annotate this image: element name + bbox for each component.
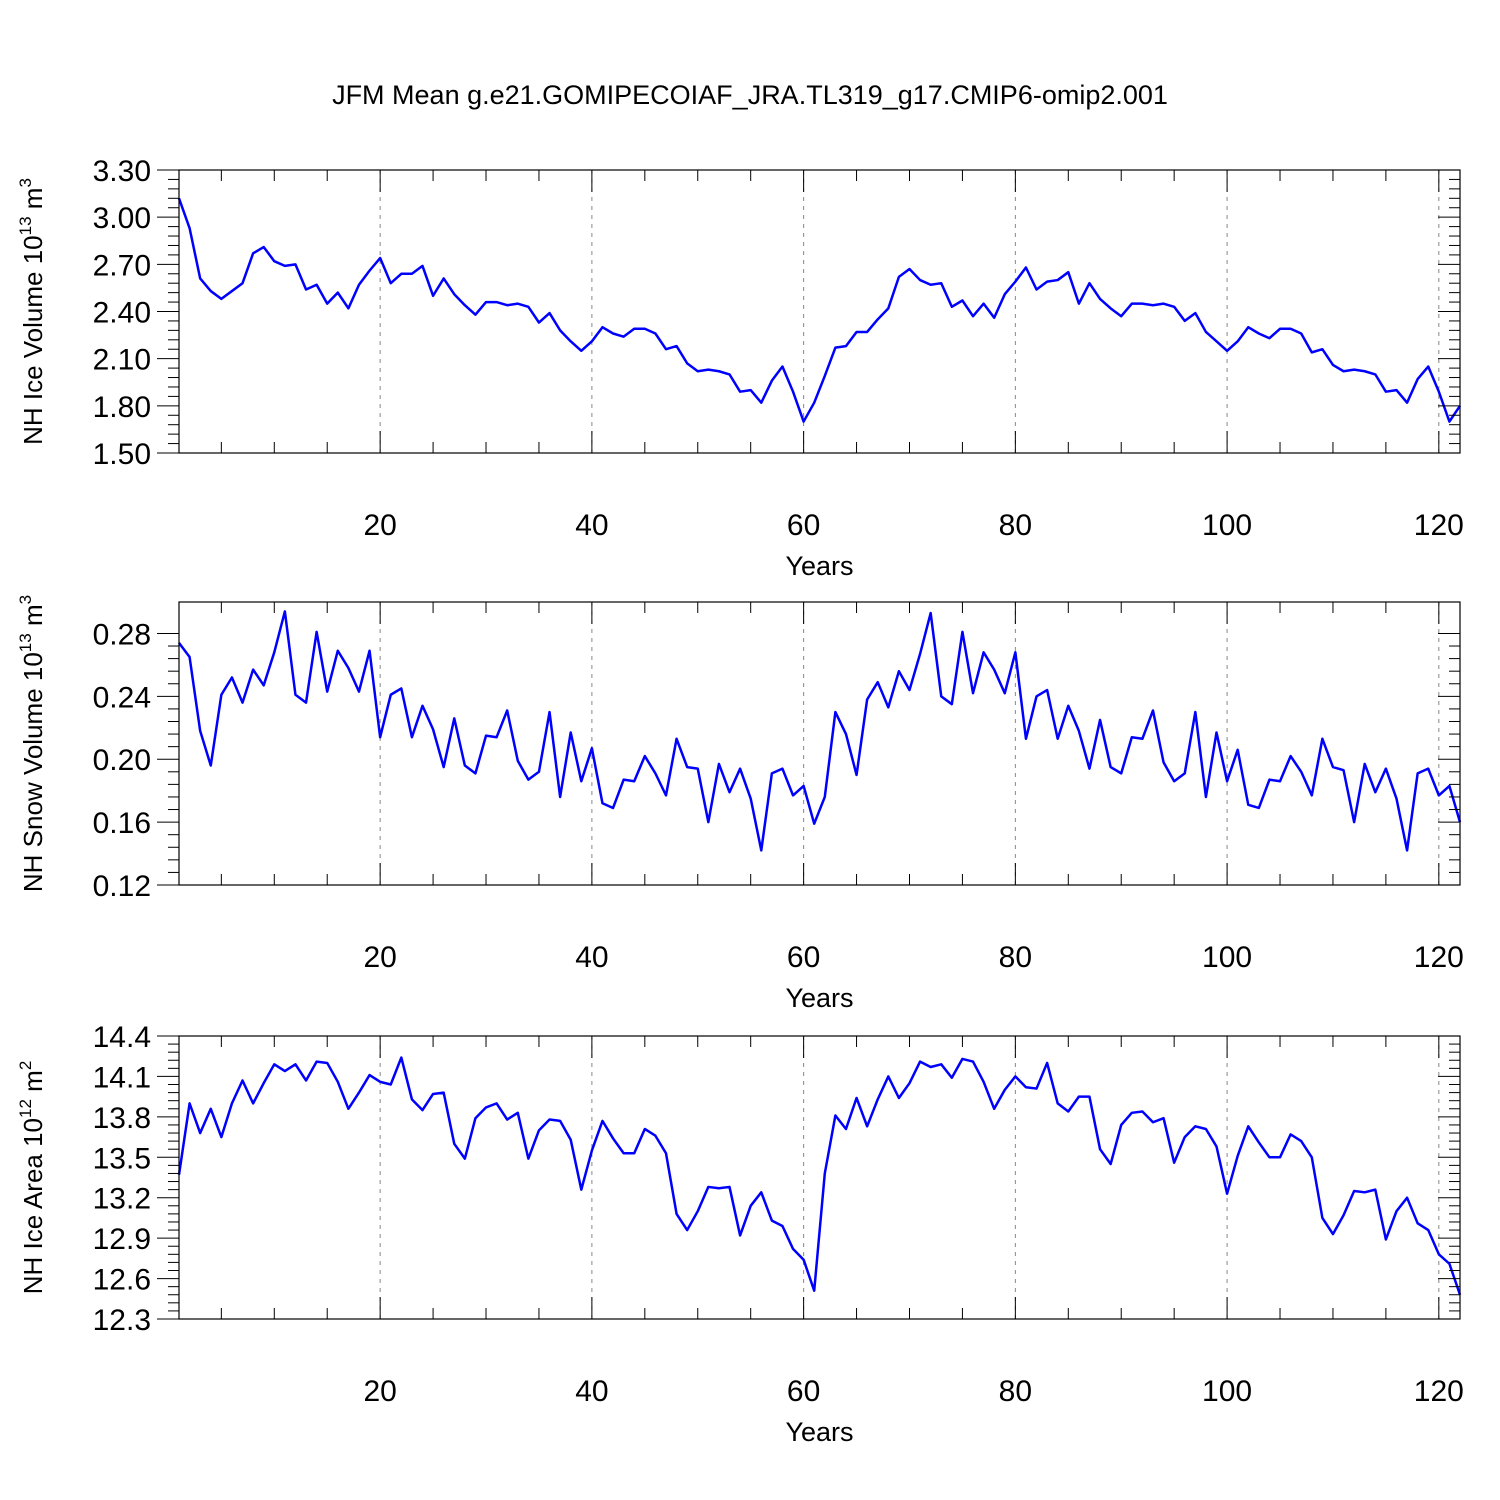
ice-volume-y-axis-label: NH Ice Volume 1013 m3 — [16, 178, 48, 445]
ice-volume-xtick-label-1: 40 — [575, 509, 608, 542]
ice-volume-ytick-label-4: 2.70 — [93, 249, 151, 282]
ice-volume-ytick-label-1: 1.80 — [93, 391, 151, 424]
snow-volume-xtick-label-2: 60 — [787, 941, 820, 974]
snow-volume-ytick-label-3: 0.24 — [93, 681, 151, 714]
ice-volume-xtick-label-5: 120 — [1414, 509, 1464, 542]
snow-volume-plot-frame — [178, 601, 1461, 886]
ice-volume-xtick-label-2: 60 — [787, 509, 820, 542]
ice-volume-panel: 1.50 1.80 2.10 2.40 2.70 3.00 3.30 20 40 60 80 100 1… — [16, 155, 1464, 581]
snow-volume-xtick-label-1: 40 — [575, 941, 608, 974]
ice-area-x-axis-label: Years — [785, 1417, 853, 1447]
ice-volume-ytick-label-2: 2.10 — [93, 344, 151, 377]
snow-volume-xtick-label-4: 100 — [1202, 941, 1252, 974]
snow-volume-ytick-label-0: 0.12 — [93, 870, 151, 903]
ice-area-ytick-label-0: 12.3 — [93, 1304, 151, 1337]
snow-volume-xtick-label-0: 20 — [363, 941, 396, 974]
ice-area-plot-frame — [178, 1035, 1461, 1320]
snow-volume-x-axis-label: Years — [785, 983, 853, 1013]
ice-volume-ytick-label-6: 3.30 — [93, 155, 151, 188]
ice-area-ytick-label-6: 14.1 — [93, 1061, 151, 1094]
ice-area-ytick-label-3: 13.2 — [93, 1183, 151, 1216]
ice-area-y-axis-label: NH Ice Area 1012 m2 — [16, 1061, 48, 1295]
ice-volume-xtick-label-3: 80 — [999, 509, 1032, 542]
ice-volume-series-line — [177, 197, 1462, 423]
ice-volume-xtick-label-0: 20 — [363, 509, 396, 542]
ice-area-panel: 12.3 12.6 12.9 13.2 13.5 13.8 14.1 14.4 20 40 60 80… — [16, 1021, 1464, 1447]
snow-volume-xtick-label-3: 80 — [999, 941, 1032, 974]
ice-area-xtick-label-3: 80 — [999, 1375, 1032, 1408]
snow-volume-ytick-label-2: 0.20 — [93, 744, 151, 777]
ice-area-series-line — [177, 1056, 1462, 1296]
ice-volume-xtick-label-4: 100 — [1202, 509, 1252, 542]
ice-volume-plot-frame — [178, 169, 1461, 454]
snow-volume-y-axis-label: NH Snow Volume 1013 m3 — [16, 595, 48, 892]
snow-volume-series-line — [177, 610, 1462, 852]
ice-area-xtick-label-0: 20 — [363, 1375, 396, 1408]
ice-volume-ytick-label-0: 1.50 — [93, 438, 151, 471]
ice-area-ytick-label-5: 13.8 — [93, 1102, 151, 1135]
page-title: JFM Mean g.e21.GOMIPECOIAF_JRA.TL319_g17… — [332, 80, 1168, 110]
ice-area-xtick-label-1: 40 — [575, 1375, 608, 1408]
ice-area-xtick-label-5: 120 — [1414, 1375, 1464, 1408]
ice-volume-ytick-label-5: 3.00 — [93, 202, 151, 235]
snow-volume-xtick-label-5: 120 — [1414, 941, 1464, 974]
ice-area-ytick-label-7: 14.4 — [93, 1021, 151, 1054]
ice-area-xtick-label-2: 60 — [787, 1375, 820, 1408]
ice-volume-x-axis-label: Years — [785, 551, 853, 581]
ice-volume-ytick-label-3: 2.40 — [93, 297, 151, 330]
snow-volume-ytick-label-1: 0.16 — [93, 807, 151, 840]
ice-area-xtick-label-4: 100 — [1202, 1375, 1252, 1408]
snow-volume-ytick-label-4: 0.28 — [93, 618, 151, 651]
ice-area-ytick-label-4: 13.5 — [93, 1142, 151, 1175]
ice-area-ytick-label-1: 12.6 — [93, 1264, 151, 1297]
snow-volume-panel: 0.12 0.16 0.20 0.24 0.28 20 40 60 80 100 120 Years N… — [16, 595, 1464, 1013]
ice-area-ytick-label-2: 12.9 — [93, 1223, 151, 1256]
